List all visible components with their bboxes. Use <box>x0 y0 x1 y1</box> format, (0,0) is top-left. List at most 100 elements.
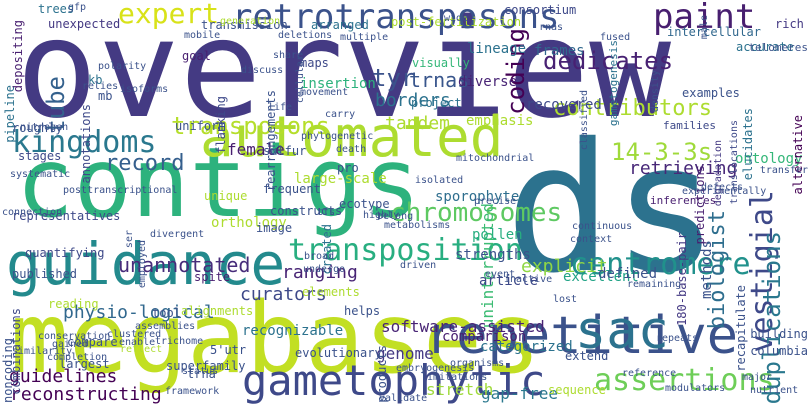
word-sporophyte: sporophyte <box>435 189 520 205</box>
word-article: article <box>479 273 539 289</box>
word-frames: frames <box>534 43 585 59</box>
word-highly: highly <box>363 210 400 221</box>
word-14-3-3s: 14-3-3s <box>611 138 713 166</box>
word-depositing: depositing <box>11 20 25 93</box>
word-tyr: tyr <box>372 64 416 92</box>
word-employed: employed <box>137 240 148 289</box>
word-share: share <box>273 50 304 61</box>
word-systematic: systematic <box>10 169 71 180</box>
word-contigs: contigs <box>16 127 421 239</box>
word-lost: lost <box>553 294 578 305</box>
word-comparison: comparison <box>442 329 527 345</box>
word-visually: visually <box>412 56 470 70</box>
word-carry: carry <box>325 109 356 120</box>
word-software-assisted: software-assisted <box>381 317 545 336</box>
word-discuss: discuss <box>241 65 284 76</box>
word-recognizable: recognizable <box>242 323 344 339</box>
word-roughly: roughly <box>12 121 63 135</box>
word-centromere: centromere <box>570 247 751 282</box>
word-extend: extend <box>565 349 609 363</box>
word-life: life <box>268 102 293 113</box>
word-guidelines: guidelines <box>9 366 118 387</box>
word-arranged: arranged <box>311 18 369 32</box>
word-elucidates: elucidates <box>741 108 755 181</box>
word-multiple: multiple <box>340 32 389 43</box>
word-tfs: tfs <box>317 207 336 218</box>
word-compare: compare <box>67 335 118 349</box>
word-uniform: uniform <box>175 119 226 133</box>
word-curators: curators <box>240 284 327 305</box>
word-project: project <box>411 96 462 110</box>
word-fused: fused <box>600 32 631 43</box>
word-pro: pro <box>337 161 359 175</box>
word-kingdoms: kingdoms <box>12 125 157 160</box>
word-borders: borders <box>375 90 451 111</box>
word-reference: reference <box>622 368 677 379</box>
word-assemblies: assemblies <box>135 321 196 332</box>
word-pollen: pollen <box>472 227 523 243</box>
word-ds: ds <box>505 105 720 312</box>
word-inferences: inferences <box>650 194 717 207</box>
word-density: density <box>650 70 661 113</box>
word-unannotated: unannotated <box>118 253 251 277</box>
word-assertions: assertions <box>594 363 775 398</box>
word-trna: trna <box>187 367 216 381</box>
word-nutrient: nutrient <box>750 385 799 396</box>
word-chromosomes: chromosomes <box>390 198 563 228</box>
word-constructs: constructs <box>270 204 343 218</box>
word-physio-logical: physio-logical <box>63 302 215 323</box>
word-embryogenesis: embryogenesis <box>396 363 475 374</box>
word-limitations: limitations <box>421 372 488 383</box>
word-intercellular: intercellular <box>667 25 761 39</box>
word-defined: defined <box>598 266 658 282</box>
word-quantifying: quantifying <box>25 246 105 260</box>
word-movement: movement <box>300 87 349 98</box>
word-emphasis: emphasis <box>466 113 534 129</box>
word-continuous: continuous <box>572 221 633 232</box>
word-reflect: reflect <box>120 344 163 355</box>
word-sulfur: sulfur <box>263 144 307 158</box>
word-orthology: orthology <box>211 215 287 231</box>
word-representatives: representatives <box>12 209 121 223</box>
word-relies: relies <box>82 81 119 92</box>
word-methods: methods <box>699 240 715 300</box>
word-gfp: gfp <box>68 2 87 13</box>
word-lineage: lineage <box>467 41 527 57</box>
word-gained: gained <box>52 339 89 350</box>
word-retrotransposons: retrotransposons <box>232 0 560 37</box>
word-image: image <box>256 221 293 235</box>
word-status: status <box>182 366 219 377</box>
word-overview: overview <box>16 0 672 149</box>
word-nitrogen: nitrogen <box>20 122 69 133</box>
word-ontology: ontology <box>735 151 803 167</box>
word-male: male <box>699 15 710 40</box>
word-record: record <box>105 151 185 176</box>
word-genome: genome <box>376 344 434 363</box>
word-connection: connection <box>2 207 63 218</box>
word-driven: driven <box>400 260 437 271</box>
word-largest: largest <box>59 357 110 371</box>
word-repeats: repeats <box>656 333 699 344</box>
word-evolutionary: evolutionary <box>295 346 382 360</box>
word-framework: framework <box>165 386 220 397</box>
word-wide: wide <box>444 13 469 24</box>
word-recapitulate: recapitulate <box>734 285 748 372</box>
word-ranging: ranging <box>282 262 358 283</box>
word-major: major <box>742 372 773 383</box>
word-deletions: deletions <box>278 30 333 41</box>
word-undergo: undergo <box>303 264 346 275</box>
word-reconstructing: reconstructing <box>10 384 162 404</box>
word-helps: helps <box>344 304 381 318</box>
word-validate: validate <box>379 393 428 404</box>
word-gametophytic: gametophytic <box>242 356 546 404</box>
word-dedicates: dedicates <box>543 47 674 75</box>
word-gap-free: gap-free <box>481 384 559 403</box>
word-conservation: conservation <box>38 331 111 342</box>
word-rnas: rnas <box>539 22 564 33</box>
word-gametogenesis: gametogenesis <box>607 40 620 127</box>
word-rich: rich <box>775 17 804 31</box>
word-remaining: remaining <box>627 279 682 290</box>
word-transfer: transfer <box>759 165 808 176</box>
word-organisms: organisms <box>450 358 505 369</box>
word-transposons: transposons <box>171 112 330 140</box>
